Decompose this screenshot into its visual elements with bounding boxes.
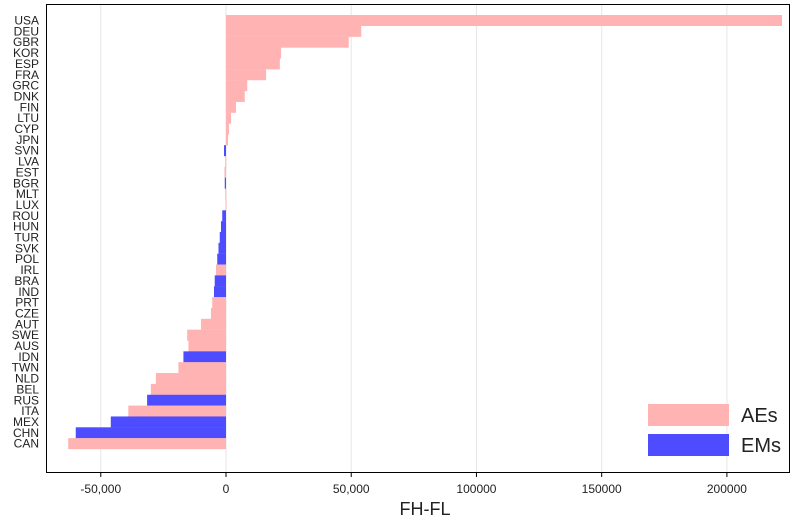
x-tick-label: -50,000 bbox=[80, 482, 121, 496]
bar-mex bbox=[110, 416, 226, 428]
legend-swatch-ems bbox=[648, 434, 729, 456]
category-label-bel: BEL bbox=[16, 382, 39, 396]
bar-kor bbox=[226, 47, 282, 59]
category-label-grc: GRC bbox=[12, 79, 39, 93]
bar-lux bbox=[225, 199, 227, 211]
bar-rus bbox=[147, 394, 226, 406]
bar-mlt bbox=[225, 188, 227, 200]
category-label-rou: ROU bbox=[12, 209, 39, 223]
bar-irl bbox=[215, 264, 226, 276]
category-label-nld: NLD bbox=[15, 372, 39, 386]
bar-svn bbox=[223, 145, 226, 157]
category-label-fra: FRA bbox=[15, 68, 39, 82]
bar-deu bbox=[226, 25, 362, 37]
category-label-mex: MEX bbox=[13, 415, 39, 429]
legend-swatch-aes bbox=[648, 404, 729, 426]
bar-twn bbox=[178, 362, 226, 374]
bar-bra bbox=[214, 275, 226, 287]
bar-tur bbox=[219, 232, 226, 243]
bar-idn bbox=[183, 351, 226, 363]
bar-jpn bbox=[226, 134, 229, 146]
category-label-tur: TUR bbox=[14, 231, 39, 245]
x-tick-label: 100000 bbox=[456, 482, 496, 496]
category-labels: USADEUGBRKORESPFRAGRCDNKFINLTUCYPJPNSVNL… bbox=[12, 14, 40, 451]
bar-lva bbox=[225, 156, 227, 168]
bar-fra bbox=[226, 69, 267, 81]
bar-pol bbox=[217, 253, 226, 265]
x-tick-label: 150000 bbox=[582, 482, 622, 496]
bar-bel bbox=[150, 383, 226, 395]
category-label-bgr: BGR bbox=[13, 176, 39, 190]
x-tick-label: 200000 bbox=[707, 482, 747, 496]
bar-bgr bbox=[224, 177, 226, 189]
category-label-aus: AUS bbox=[14, 339, 39, 353]
category-label-pol: POL bbox=[15, 252, 39, 266]
category-label-mlt: MLT bbox=[16, 187, 40, 201]
legend-label-aes: AEs bbox=[741, 405, 778, 427]
bars bbox=[68, 15, 782, 450]
category-label-bra: BRA bbox=[14, 274, 39, 288]
category-label-hun: HUN bbox=[13, 220, 39, 234]
bar-ind bbox=[213, 286, 226, 298]
category-label-fin: FIN bbox=[20, 100, 39, 114]
bar-fin bbox=[226, 101, 237, 113]
category-label-lva: LVA bbox=[18, 155, 39, 169]
category-label-svk: SVK bbox=[15, 241, 39, 255]
category-label-cyp: CYP bbox=[14, 122, 39, 136]
bar-swe bbox=[187, 329, 226, 341]
bar-svk bbox=[218, 242, 226, 254]
bar-esp bbox=[226, 58, 280, 70]
bar-aus bbox=[188, 340, 226, 352]
legend: AEs EMs bbox=[648, 404, 781, 457]
category-label-swe: SWE bbox=[12, 328, 39, 342]
category-label-ita: ITA bbox=[21, 404, 39, 418]
bar-chn bbox=[75, 427, 226, 439]
bar-grc bbox=[226, 80, 248, 92]
category-label-can: CAN bbox=[14, 437, 39, 451]
category-label-dnk: DNK bbox=[14, 89, 39, 103]
x-axis-title: FH-FL bbox=[400, 499, 451, 519]
category-label-jpn: JPN bbox=[16, 133, 39, 147]
category-label-deu: DEU bbox=[14, 24, 39, 38]
bar-aut bbox=[200, 318, 226, 330]
category-label-kor: KOR bbox=[13, 46, 39, 60]
bar-est bbox=[224, 166, 226, 178]
bar-nld bbox=[155, 373, 226, 385]
x-axis: -50,000 0 50,000 100000 150000 200000 bbox=[80, 472, 747, 496]
bar-prt bbox=[212, 297, 226, 309]
category-label-aut: AUT bbox=[15, 317, 40, 331]
category-label-prt: PRT bbox=[15, 296, 39, 310]
bar-can bbox=[68, 438, 226, 450]
category-label-lux: LUX bbox=[16, 198, 39, 212]
category-label-cze: CZE bbox=[15, 306, 39, 320]
category-label-rus: RUS bbox=[14, 393, 39, 407]
bar-hun bbox=[220, 221, 226, 233]
bar-cze bbox=[210, 307, 226, 319]
bar-gbr bbox=[226, 36, 349, 48]
category-label-usa: USA bbox=[14, 14, 39, 28]
category-label-ltu: LTU bbox=[17, 111, 39, 125]
bar-ita bbox=[128, 405, 226, 417]
category-label-gbr: GBR bbox=[13, 35, 39, 49]
bar-dnk bbox=[226, 90, 245, 102]
category-label-svn: SVN bbox=[14, 144, 39, 158]
bar-ltu bbox=[226, 112, 232, 124]
category-label-chn: CHN bbox=[13, 426, 39, 440]
x-tick-label: 50,000 bbox=[333, 482, 370, 496]
category-label-est: EST bbox=[16, 165, 40, 179]
category-label-irl: IRL bbox=[20, 263, 39, 277]
bar-rou bbox=[222, 210, 226, 222]
category-label-ind: IND bbox=[18, 285, 39, 299]
plot-frame bbox=[46, 4, 790, 473]
legend-label-ems: EMs bbox=[741, 435, 781, 457]
bar-usa bbox=[226, 15, 782, 26]
category-label-idn: IDN bbox=[18, 350, 39, 364]
category-label-twn: TWN bbox=[12, 361, 39, 375]
category-label-esp: ESP bbox=[15, 57, 39, 71]
bar-cyp bbox=[226, 123, 230, 135]
x-tick-label: 0 bbox=[223, 482, 230, 496]
